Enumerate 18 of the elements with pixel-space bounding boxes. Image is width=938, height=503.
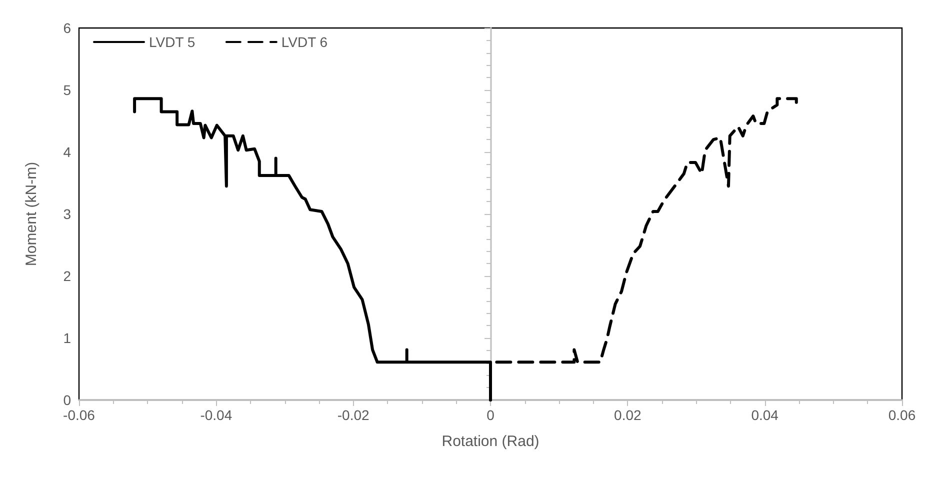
y-tick-label: 2 xyxy=(63,268,72,284)
y-tick-label: 5 xyxy=(63,82,72,98)
x-axis-title: Rotation (Rad) xyxy=(442,433,540,450)
y-tick-label: 4 xyxy=(63,144,72,160)
x-tick-label: 0.02 xyxy=(614,407,642,423)
x-tick-label: -0.04 xyxy=(200,407,232,423)
y-axis-title: Moment (kN-m) xyxy=(23,162,40,266)
y-tick-label: 1 xyxy=(63,330,72,346)
x-tick-label: 0.06 xyxy=(888,407,916,423)
x-tick-label: 0 xyxy=(486,407,495,423)
x-tick-label: -0.06 xyxy=(63,407,96,423)
y-tick-label: 6 xyxy=(63,20,72,36)
x-tick-label: -0.02 xyxy=(337,407,370,423)
y-tick-label: 3 xyxy=(63,206,72,222)
y-tick-label: 0 xyxy=(63,392,72,408)
x-tick-label: 0.04 xyxy=(751,407,779,423)
legend-label: LVDT 6 xyxy=(281,34,328,50)
legend-label: LVDT 5 xyxy=(149,34,196,50)
